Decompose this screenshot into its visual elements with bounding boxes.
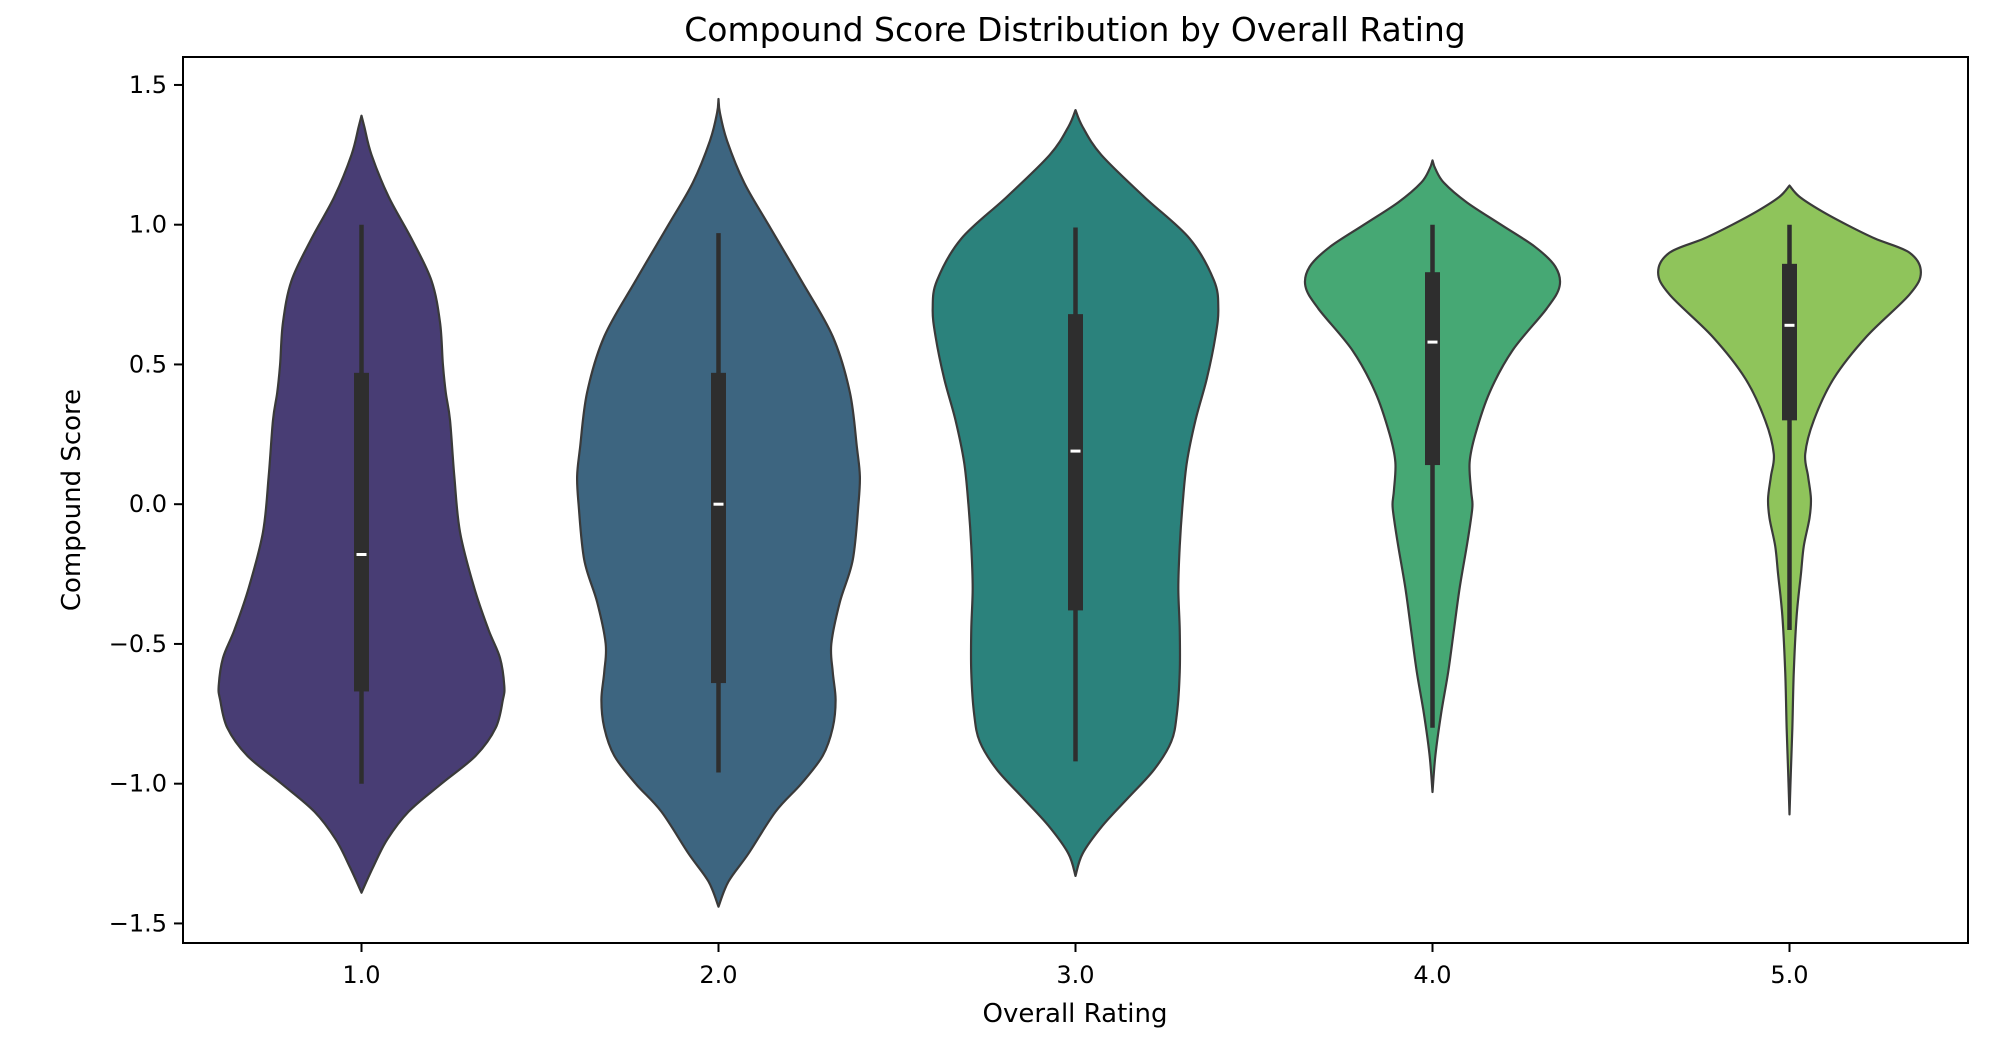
violin-iqr-box (1425, 272, 1440, 466)
y-tick-label: 0.0 (129, 490, 167, 518)
violin-iqr-box (711, 372, 726, 684)
x-tick-label: 4.0 (1413, 961, 1451, 989)
violin-iqr-box (354, 372, 369, 692)
x-axis: 1.0 2.0 3.0 4.0 5.0 (342, 943, 1809, 989)
y-tick-label: −0.5 (109, 630, 167, 658)
y-axis: −1.5 −1.0 −0.5 0.0 0.5 1.0 1.5 (109, 71, 183, 937)
plot-area (217, 97, 1922, 908)
chart-title: Compound Score Distribution by Overall R… (684, 10, 1466, 49)
violin-group (1303, 159, 1562, 794)
y-tick-label: 0.5 (129, 350, 167, 378)
violin-group (575, 97, 862, 908)
x-tick-label: 2.0 (699, 961, 737, 989)
violin-group (1657, 184, 1922, 816)
x-axis-label: Overall Rating (982, 999, 1167, 1029)
y-axis-label: Compound Score (57, 389, 87, 611)
y-tick-label: 1.5 (129, 71, 167, 99)
x-tick-label: 3.0 (1056, 961, 1094, 989)
violin-iqr-box (1068, 314, 1083, 611)
x-tick-label: 5.0 (1770, 961, 1808, 989)
violin-group (931, 109, 1220, 878)
x-tick-label: 1.0 (342, 961, 380, 989)
y-tick-label: −1.0 (109, 770, 167, 798)
violin-iqr-box (1782, 263, 1797, 421)
violin-group (217, 114, 506, 894)
y-tick-label: −1.5 (109, 909, 167, 937)
y-tick-label: 1.0 (129, 211, 167, 239)
